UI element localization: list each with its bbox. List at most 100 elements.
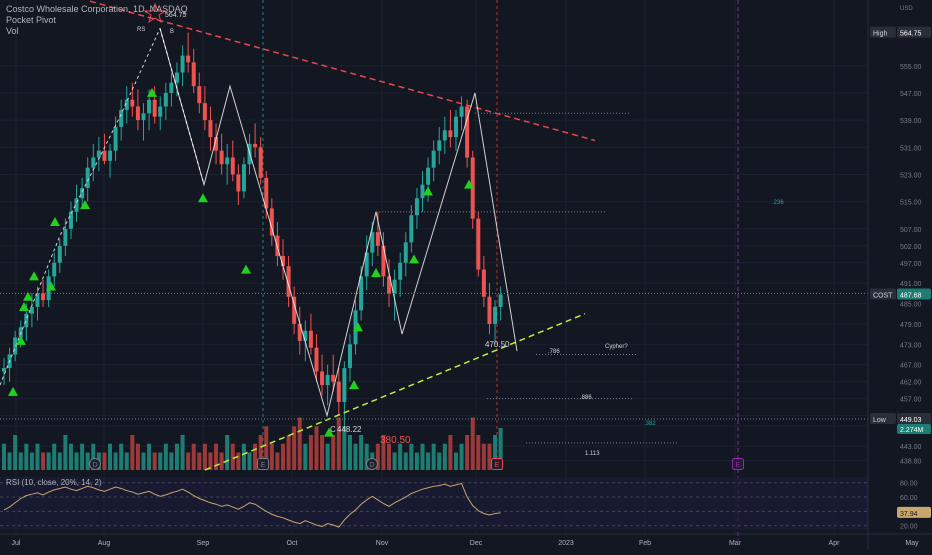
top-value-label: 564.75 — [165, 12, 187, 19]
candle-body — [498, 294, 503, 307]
label-c: C — [330, 425, 336, 434]
candle-body — [370, 232, 375, 253]
volume-bar — [57, 452, 62, 470]
candle-body — [426, 167, 431, 185]
pocket-pivot-triangle — [16, 335, 26, 345]
last-price-tag-label: COST — [873, 292, 893, 299]
candle-body — [420, 184, 425, 199]
volume-bar — [124, 452, 129, 470]
volume-bar — [208, 452, 213, 470]
volume-tag-value: 2.274M — [900, 427, 924, 434]
candle-body — [13, 337, 18, 355]
volume-bar — [286, 435, 291, 470]
pocket-pivot-triangle — [8, 386, 18, 396]
resistance-trendline — [89, 0, 596, 142]
volume-bar — [241, 443, 246, 470]
candle-body — [487, 296, 492, 324]
candle-body — [414, 198, 419, 216]
price-axis-tick: 485.00 — [900, 302, 922, 309]
indicator-volume: Vol — [6, 26, 19, 36]
volume-tag-bg — [897, 424, 931, 435]
volume-bar — [414, 452, 419, 470]
candle-body — [29, 306, 34, 314]
candle-body — [96, 150, 101, 158]
last-price-tag-label-bg — [870, 288, 896, 300]
pocket-pivot-triangle — [23, 291, 33, 301]
rsi-axis-tick: 20.00 — [900, 524, 918, 531]
volume-bar — [119, 443, 124, 470]
dividend-badge — [366, 458, 378, 470]
indicator-pocket-pivot: Pocket Pivot — [6, 15, 57, 25]
candle-body — [214, 137, 219, 151]
candle-body — [431, 150, 436, 168]
volume-bar — [158, 452, 163, 470]
earnings-badge — [732, 458, 744, 470]
time-axis-tick: May — [905, 540, 919, 547]
candle-body — [331, 374, 336, 382]
volume-bar — [74, 452, 79, 470]
volume-bar — [426, 452, 431, 470]
pocket-pivot-triangle — [241, 264, 251, 274]
volume-bar — [91, 443, 96, 470]
volume-bar — [163, 443, 168, 470]
fib-236-label: .236 — [772, 200, 784, 206]
volume-bar — [264, 426, 269, 470]
volume-bar — [7, 452, 12, 470]
candle-body — [180, 55, 185, 73]
candle-body — [320, 371, 325, 386]
earnings-badge — [491, 458, 503, 470]
price-axis-tick: 547.00 — [900, 91, 922, 98]
time-axis-tick: Sep — [197, 540, 210, 547]
volume-bar — [448, 435, 453, 470]
price-axis-tick: 539.00 — [900, 118, 922, 125]
high-tag-label: High — [873, 31, 888, 38]
candle-body — [442, 130, 447, 141]
volume-bar — [292, 426, 297, 470]
volume-bar — [297, 417, 302, 470]
label-swing-value: 470.50 — [485, 340, 510, 349]
pocket-pivot-triangle — [409, 254, 419, 264]
volume-bar — [342, 426, 347, 470]
volume-bar — [314, 426, 319, 470]
volume-label: 380.50 — [380, 435, 411, 446]
pocket-pivot-triangle — [29, 271, 39, 281]
volume-bar — [41, 452, 46, 470]
volume-bar — [24, 443, 29, 470]
candle-body — [364, 252, 369, 277]
candle-body — [208, 120, 213, 138]
volume-bar — [347, 435, 352, 470]
candle-body — [297, 323, 302, 341]
pattern-label: Cypher? — [605, 344, 628, 350]
fib-786-label: .786 — [548, 349, 560, 355]
price-axis-tick: 497.00 — [900, 261, 922, 268]
volume-bar — [465, 435, 470, 470]
pocket-pivot-triangle — [371, 267, 381, 277]
candle-body — [57, 245, 62, 263]
uptrend-dashed-line — [0, 28, 161, 386]
rsi-band — [0, 477, 868, 530]
volume-bar — [174, 443, 179, 470]
candle-body — [409, 215, 414, 243]
volume-bar — [13, 435, 18, 470]
volume-bar — [398, 443, 403, 470]
volume-bar — [281, 443, 285, 470]
price-axis-tick: 523.00 — [900, 172, 922, 179]
volume-bar — [253, 443, 258, 470]
candle-body — [403, 242, 408, 263]
candle-body — [68, 211, 73, 229]
volume-bar — [85, 452, 90, 470]
candle-body — [359, 276, 364, 311]
volume-bar — [459, 443, 464, 470]
candle-body — [124, 99, 129, 110]
rsi-line — [3, 482, 501, 528]
label-b: B — [170, 29, 174, 35]
candle-body — [225, 157, 230, 165]
symbol-title: Costco Wholesale Corporation, 1D, NASDAQ — [6, 4, 188, 14]
candle-body — [465, 106, 470, 158]
candle-body — [269, 208, 274, 236]
candle-body — [286, 266, 291, 297]
candle-body — [80, 188, 85, 199]
candle-body — [381, 245, 386, 277]
